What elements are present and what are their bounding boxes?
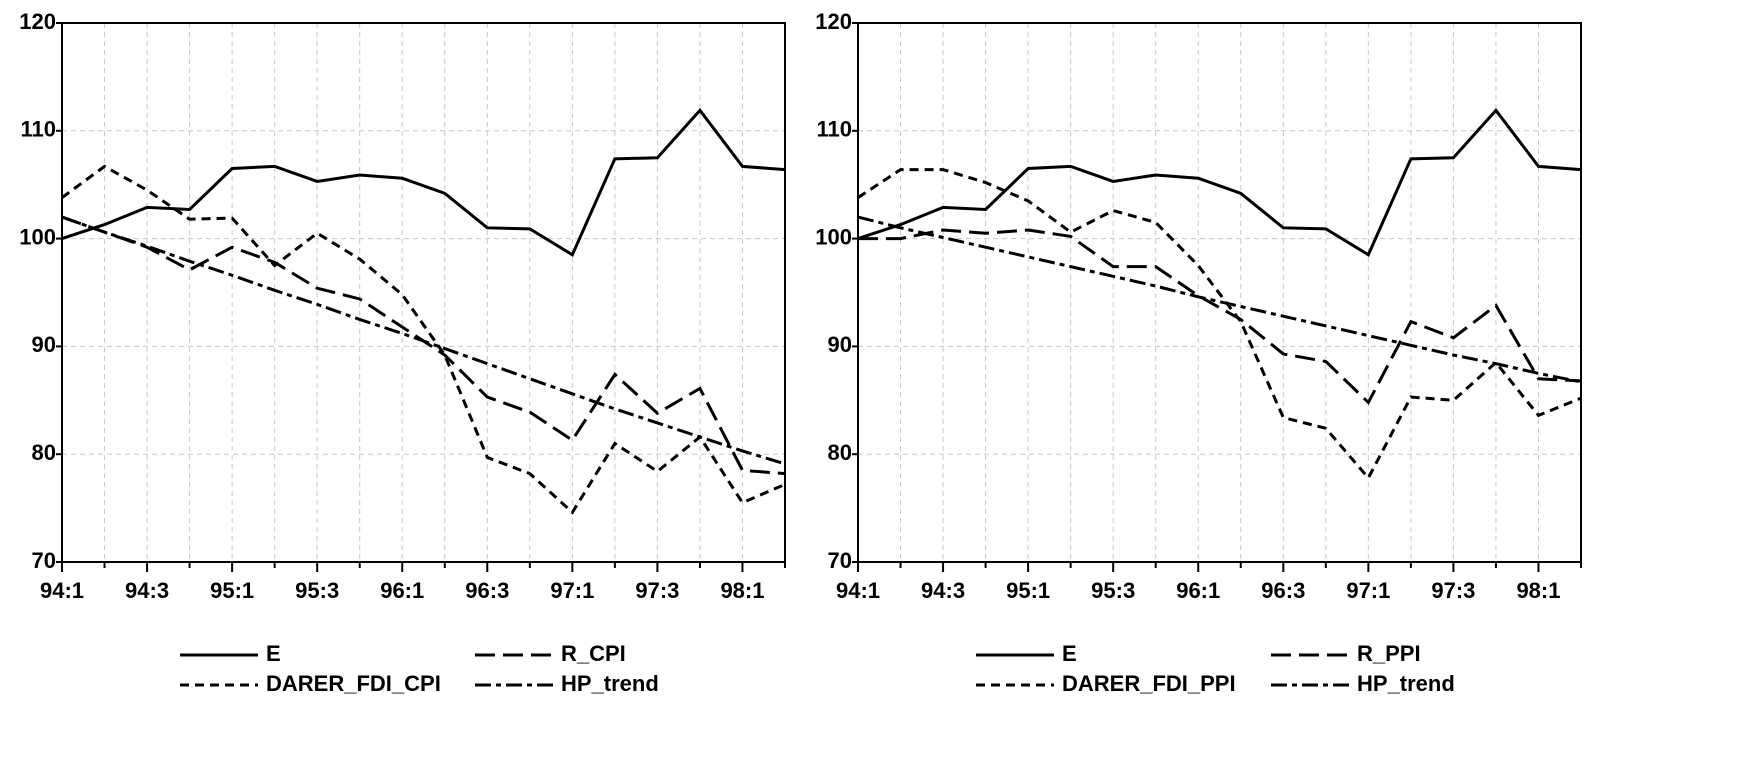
x-tick-label: 95:3 (295, 578, 339, 603)
x-tick-label: 97:1 (1346, 578, 1390, 603)
x-tick-label: 94:1 (40, 578, 84, 603)
legend-label: R_PPI (1357, 641, 1421, 666)
x-tick-label: 96:3 (465, 578, 509, 603)
x-tick-label: 95:1 (1006, 578, 1050, 603)
legend-label: HP_trend (1357, 671, 1455, 696)
y-tick-label: 80 (32, 440, 56, 465)
x-tick-label: 97:3 (635, 578, 679, 603)
legend-label: DARER_FDI_CPI (266, 671, 441, 696)
series-line (61, 107, 786, 257)
series-line (857, 107, 1582, 257)
y-tick-label: 120 (19, 9, 56, 34)
y-tick-label: 70 (32, 548, 56, 573)
x-tick-label: 96:3 (1261, 578, 1305, 603)
y-tick-label: 100 (815, 224, 852, 249)
x-tick-label: 97:1 (550, 578, 594, 603)
y-tick-label: 90 (828, 332, 852, 357)
y-tick-label: 70 (828, 548, 852, 573)
legend-label: E (266, 641, 281, 666)
y-tick-label: 100 (19, 224, 56, 249)
x-tick-label: 95:1 (210, 578, 254, 603)
x-tick-label: 96:1 (1176, 578, 1220, 603)
y-tick-label: 110 (21, 117, 57, 142)
x-tick-label: 94:3 (921, 578, 965, 603)
y-tick-label: 90 (32, 332, 56, 357)
x-tick-label: 96:1 (380, 578, 424, 603)
series-line (858, 228, 1582, 405)
legend-label: E (1062, 641, 1077, 666)
series-line (857, 215, 1582, 384)
legend-label: HP_trend (561, 671, 659, 696)
y-tick-label: 80 (828, 440, 852, 465)
x-tick-label: 97:3 (1431, 578, 1475, 603)
x-tick-label: 94:3 (125, 578, 169, 603)
legend-label: R_CPI (561, 641, 626, 666)
x-tick-label: 95:3 (1091, 578, 1135, 603)
series-line (857, 168, 1582, 481)
x-tick-label: 94:1 (836, 578, 880, 603)
y-tick-label: 120 (815, 9, 852, 34)
series-line (61, 164, 786, 515)
y-tick-label: 110 (817, 117, 853, 142)
plot-frame (857, 22, 1582, 563)
x-tick-label: 98:1 (720, 578, 764, 603)
plot-frame (61, 22, 786, 563)
x-tick-label: 98:1 (1516, 578, 1560, 603)
series-line (61, 215, 786, 466)
legend-label: DARER_FDI_PPI (1062, 671, 1236, 696)
